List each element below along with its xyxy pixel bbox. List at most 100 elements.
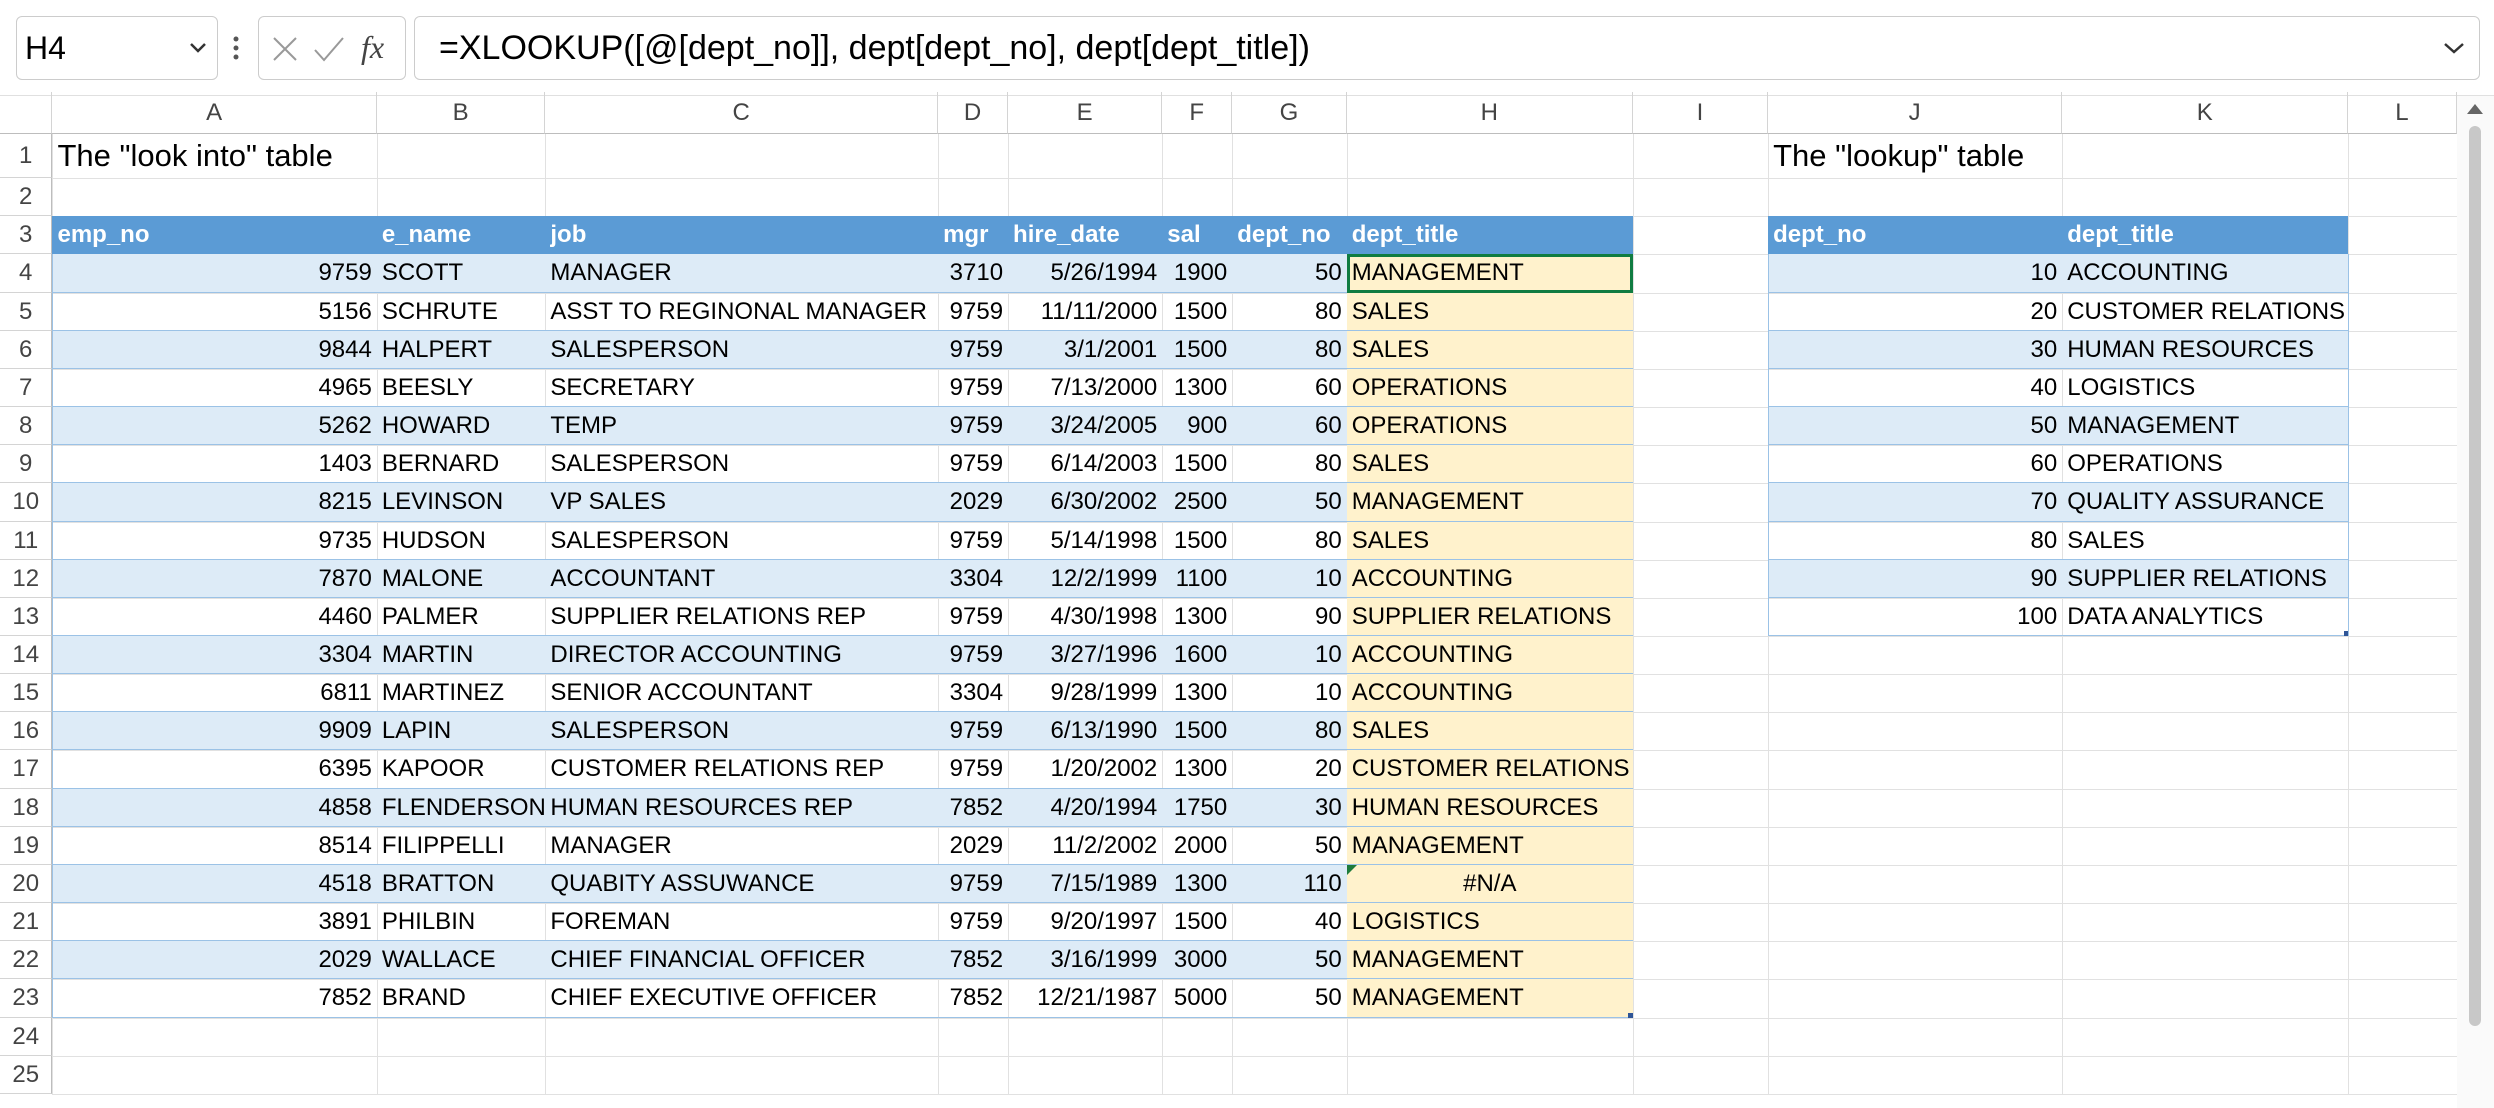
resize-handle xyxy=(1628,1012,1633,1018)
table-cell: SALES xyxy=(1346,712,1633,751)
table-cell: 10 xyxy=(1232,559,1347,598)
grid-line xyxy=(1632,133,1634,1094)
table-cell: CUSTOMER RELATIONS xyxy=(2062,293,2349,331)
table-cell: BRATTON xyxy=(376,864,546,904)
table-cell: 9759 xyxy=(938,522,1009,560)
row-header: 16 xyxy=(0,712,53,751)
table-cell: 9759 xyxy=(938,293,1009,331)
formula-input[interactable]: =XLOOKUP([@[dept_no]], dept[dept_no], de… xyxy=(414,16,2480,80)
table-cell: 7/13/2000 xyxy=(1008,369,1163,408)
column-header: A xyxy=(52,92,377,134)
table-cell: BRAND xyxy=(376,979,546,1018)
name-box-text: H4 xyxy=(25,30,66,66)
table-cell: 1900 xyxy=(1162,254,1233,293)
table-cell: 5/14/1998 xyxy=(1008,522,1163,560)
vertical-scrollbar[interactable] xyxy=(2457,96,2494,1108)
grid-line xyxy=(52,1055,2457,1057)
row-header: 11 xyxy=(0,521,53,560)
table-cell: 1300 xyxy=(1162,369,1233,408)
row-header: 9 xyxy=(0,445,53,484)
table-cell: 1300 xyxy=(1162,598,1233,636)
table-cell: WALLACE xyxy=(376,941,546,980)
grid-line xyxy=(52,597,2457,599)
table-cell: MARTINEZ xyxy=(376,674,546,713)
table-cell: 1500 xyxy=(1162,445,1233,484)
row-header: 2 xyxy=(0,178,53,217)
table-cell: SALESPERSON xyxy=(545,712,939,751)
table-cell: 9759 xyxy=(938,445,1009,484)
table-cell: MANAGEMENT xyxy=(1346,254,1633,293)
table-cell: 1500 xyxy=(1162,903,1233,942)
table-cell: 10 xyxy=(1768,254,2063,293)
table-cell: 3/16/1999 xyxy=(1008,941,1163,980)
expand-arrow[interactable] xyxy=(2443,41,2465,55)
insert-function[interactable]: fx xyxy=(361,29,385,65)
table-cell: FILIPPELLI xyxy=(376,827,546,865)
table-cell: SECRETARY xyxy=(545,369,939,408)
table-cell: CUSTOMER RELATIONS REP xyxy=(545,750,939,789)
table-cell: 30 xyxy=(1768,330,2063,369)
table-cell: CHIEF FINANCIAL OFFICER xyxy=(545,941,939,980)
column-header: B xyxy=(376,92,546,134)
table-title: The "lookup" table xyxy=(1773,137,2025,173)
cancel-icon[interactable] xyxy=(271,35,299,63)
column-heading: hire_date xyxy=(1008,216,1163,255)
table-cell: 4/30/1998 xyxy=(1008,598,1163,636)
table-cell: OPERATIONS xyxy=(1346,407,1633,446)
grid-line xyxy=(1162,133,1164,1094)
row-header: 19 xyxy=(0,826,53,865)
table-cell: CUSTOMER RELATIONS xyxy=(1346,750,1633,789)
row-header: 23 xyxy=(0,979,53,1018)
table-cell: 3304 xyxy=(938,559,1009,598)
table-border xyxy=(2348,254,2350,636)
table-cell: 9759 xyxy=(938,407,1009,446)
table-cell: MANAGEMENT xyxy=(1346,826,1633,865)
table-cell: 60 xyxy=(1768,445,2063,484)
column-heading: mgr xyxy=(938,216,1009,255)
table-cell: 60 xyxy=(1232,407,1347,446)
row-header: 21 xyxy=(0,903,53,942)
row-header: 24 xyxy=(0,1017,53,1056)
column-heading: emp_no xyxy=(52,216,377,255)
table-cell: 7870 xyxy=(52,559,377,598)
row-header: 22 xyxy=(0,941,53,980)
table-cell: 7852 xyxy=(938,788,1009,827)
table-cell: 40 xyxy=(1232,903,1347,942)
table-cell: 8514 xyxy=(52,827,377,865)
name-box[interactable]: H4 xyxy=(16,16,218,80)
table-cell: 4518 xyxy=(52,864,377,904)
row-header: 17 xyxy=(0,750,53,789)
table-cell: TEMP xyxy=(545,407,939,446)
column-heading: sal xyxy=(1162,216,1233,255)
table-cell: 9909 xyxy=(52,712,377,751)
table-cell: ACCOUNTING xyxy=(1346,559,1633,598)
table-cell: MARTIN xyxy=(376,636,546,675)
table-cell: SALESPERSON xyxy=(545,330,939,369)
formula-text: =XLOOKUP([@[dept_no]], dept[dept_no], de… xyxy=(439,29,1310,67)
dropdown-arrow xyxy=(190,43,206,53)
grid-line xyxy=(2062,133,2064,1094)
table-cell: 2029 xyxy=(52,941,377,980)
row-header: 5 xyxy=(0,292,53,331)
table-cell: 9/28/1999 xyxy=(1008,674,1163,713)
table-cell: OPERATIONS xyxy=(1346,368,1633,408)
table-cell: SALESPERSON xyxy=(545,522,939,560)
table-cell: 9759 xyxy=(938,369,1009,408)
table-cell: 1/20/2002 xyxy=(1008,750,1163,789)
column-header: F xyxy=(1162,92,1233,134)
table-cell: 6395 xyxy=(52,750,377,789)
table-cell: 1750 xyxy=(1162,788,1233,827)
table-cell: 5156 xyxy=(52,293,377,331)
scroll-thumb[interactable] xyxy=(2469,126,2481,1026)
grid-line xyxy=(938,133,940,1094)
row-header: 12 xyxy=(0,559,53,598)
enter-icon[interactable] xyxy=(313,35,345,63)
table-cell: 80 xyxy=(1232,293,1347,331)
table-cell: 1500 xyxy=(1162,330,1233,369)
scroll-up[interactable] xyxy=(2465,102,2485,116)
table-cell: 11/11/2000 xyxy=(1008,293,1163,331)
grid-line xyxy=(376,133,378,1094)
table-cell: 900 xyxy=(1162,407,1233,446)
